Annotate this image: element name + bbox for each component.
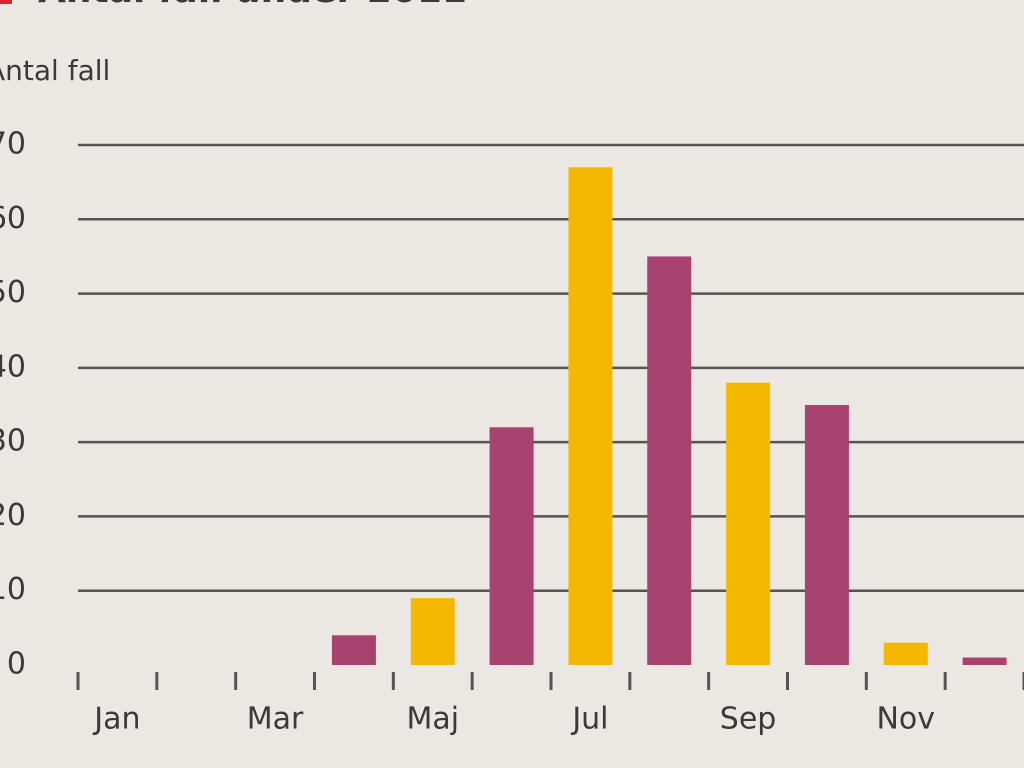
y-tick-label: 30 bbox=[0, 424, 26, 459]
bar bbox=[804, 405, 849, 665]
bar bbox=[647, 256, 692, 665]
bar bbox=[568, 167, 613, 666]
bar bbox=[331, 635, 376, 665]
x-tick-label: Jul bbox=[570, 702, 608, 737]
x-tick-label: Nov bbox=[876, 702, 935, 737]
bar bbox=[489, 427, 534, 665]
bar bbox=[410, 598, 455, 665]
title-marker bbox=[0, 0, 12, 4]
y-tick-label: 50 bbox=[0, 275, 26, 310]
x-tick-label: Maj bbox=[406, 702, 459, 737]
y-tick-label: 20 bbox=[0, 498, 26, 533]
y-tick-label: 60 bbox=[0, 201, 26, 236]
x-tick-label: Sep bbox=[720, 702, 777, 737]
y-tick-label: 0 bbox=[7, 647, 26, 682]
bar bbox=[726, 382, 771, 665]
bar bbox=[962, 657, 1007, 665]
chart-title: Antal fall under 2011 bbox=[38, 0, 467, 11]
y-axis-label: Antal fall bbox=[0, 54, 110, 87]
y-tick-label: 10 bbox=[0, 572, 26, 607]
y-tick-label: 70 bbox=[0, 127, 26, 162]
bar bbox=[883, 642, 928, 665]
x-tick-label: Jan bbox=[92, 702, 140, 737]
y-tick-label: 40 bbox=[0, 349, 26, 384]
x-tick-label: Mar bbox=[247, 702, 304, 737]
